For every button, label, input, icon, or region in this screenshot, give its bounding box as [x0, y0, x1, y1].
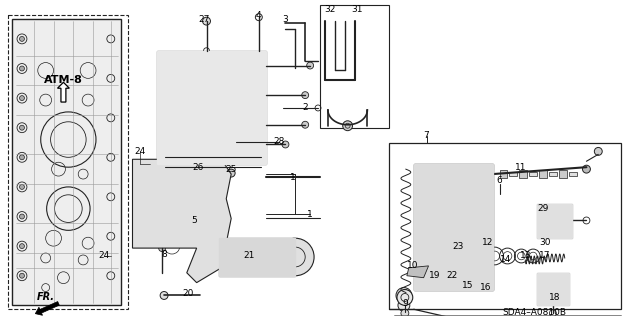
Text: 5: 5 — [191, 216, 196, 225]
Polygon shape — [413, 164, 493, 290]
Circle shape — [397, 290, 413, 305]
Bar — [537, 204, 572, 238]
Text: 19: 19 — [429, 271, 440, 280]
Bar — [12, 19, 121, 305]
Bar — [500, 170, 508, 178]
Text: 8: 8 — [161, 249, 167, 258]
Text: 22: 22 — [447, 271, 458, 280]
Text: 21: 21 — [243, 251, 255, 261]
Circle shape — [203, 17, 211, 25]
Text: 2: 2 — [302, 103, 308, 113]
Bar — [539, 170, 547, 178]
Text: 13: 13 — [520, 251, 531, 261]
Text: 28: 28 — [273, 137, 284, 146]
Circle shape — [301, 92, 308, 99]
Circle shape — [194, 167, 202, 175]
Text: 30: 30 — [540, 238, 551, 247]
Bar — [519, 170, 527, 178]
Polygon shape — [132, 159, 231, 283]
Circle shape — [398, 300, 410, 311]
Bar — [549, 172, 557, 176]
Circle shape — [227, 169, 235, 177]
Text: 25: 25 — [225, 165, 237, 174]
Circle shape — [19, 36, 24, 41]
Circle shape — [307, 62, 314, 69]
Text: 1: 1 — [289, 173, 295, 182]
Bar — [529, 172, 537, 176]
Circle shape — [19, 66, 24, 71]
Text: 7: 7 — [424, 131, 429, 140]
Bar — [537, 273, 569, 305]
Text: 29: 29 — [538, 204, 548, 213]
FancyArrow shape — [58, 82, 69, 102]
Bar — [509, 172, 517, 176]
Text: SDA4–A0810B: SDA4–A0810B — [502, 308, 566, 317]
Circle shape — [19, 244, 24, 249]
Circle shape — [396, 287, 412, 303]
Circle shape — [19, 214, 24, 219]
Text: 1: 1 — [307, 210, 313, 219]
Circle shape — [19, 96, 24, 100]
Bar — [389, 143, 621, 309]
Text: 10: 10 — [407, 261, 419, 271]
Circle shape — [301, 121, 308, 128]
Text: ATM-8: ATM-8 — [44, 75, 83, 85]
Text: 11: 11 — [515, 163, 526, 172]
Text: 12: 12 — [482, 238, 493, 247]
Text: 6: 6 — [497, 176, 502, 185]
Circle shape — [401, 309, 409, 317]
Polygon shape — [537, 273, 569, 305]
Polygon shape — [12, 19, 121, 305]
Text: 16: 16 — [480, 283, 492, 292]
Circle shape — [160, 292, 168, 300]
Bar — [569, 172, 577, 176]
Bar — [157, 51, 266, 164]
Text: 14: 14 — [500, 256, 511, 264]
Circle shape — [19, 155, 24, 160]
Text: 4: 4 — [256, 11, 262, 20]
Text: 24: 24 — [99, 251, 109, 261]
Circle shape — [19, 273, 24, 278]
Text: 23: 23 — [452, 241, 464, 251]
Text: 27: 27 — [198, 15, 209, 24]
Circle shape — [19, 125, 24, 130]
FancyArrow shape — [35, 301, 60, 315]
Polygon shape — [157, 51, 266, 164]
Text: 31: 31 — [352, 5, 364, 14]
Circle shape — [342, 121, 353, 131]
Text: 32: 32 — [324, 5, 335, 14]
Circle shape — [431, 247, 437, 253]
Text: 18: 18 — [549, 293, 561, 302]
Bar — [320, 5, 389, 128]
Polygon shape — [537, 204, 572, 238]
Text: 15: 15 — [462, 281, 474, 290]
Polygon shape — [220, 238, 295, 276]
Bar — [413, 164, 493, 290]
Text: FR.: FR. — [36, 293, 54, 302]
Bar — [559, 170, 566, 178]
Bar — [8, 15, 127, 309]
Circle shape — [276, 238, 314, 276]
Circle shape — [19, 184, 24, 189]
Text: 3: 3 — [283, 15, 289, 24]
Text: 24: 24 — [135, 147, 146, 156]
Circle shape — [282, 141, 289, 148]
Circle shape — [159, 245, 166, 252]
Text: 17: 17 — [540, 251, 551, 261]
Circle shape — [595, 147, 602, 155]
Circle shape — [582, 165, 590, 173]
Bar — [220, 238, 295, 276]
Text: 20: 20 — [182, 289, 193, 298]
Text: 26: 26 — [192, 163, 204, 172]
Polygon shape — [407, 266, 429, 278]
Text: 9: 9 — [402, 299, 408, 308]
